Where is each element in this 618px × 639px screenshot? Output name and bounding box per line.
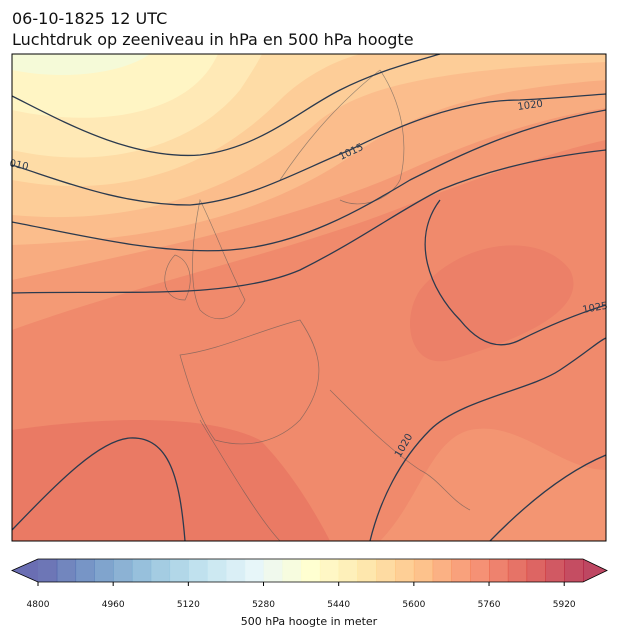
coastlines (164, 69, 471, 541)
colorbar-segment (564, 559, 584, 582)
colorbar-segment (263, 559, 283, 582)
isobar-label: 1025 (582, 301, 609, 316)
colorbar-segment (207, 559, 227, 582)
colorbar-segment (489, 559, 509, 582)
colorbar-segment (413, 559, 434, 582)
colorbar-segment (225, 559, 246, 582)
colorbar-segment (94, 559, 114, 582)
colorbar-segment (188, 559, 208, 582)
colorbar-tick-label: 4960 (102, 600, 125, 610)
colorbar-segment (131, 559, 152, 582)
colorbar: 4800 4960 5120 5280 5440 5600 5760 5920 (11, 558, 608, 610)
colorbar-segment (507, 559, 528, 582)
map-title: Luchtdruk op zeeniveau in hPa en 500 hPa… (12, 30, 414, 49)
colorbar-segment (169, 559, 189, 582)
colorbar-segment (545, 559, 565, 582)
colorbar-segment (319, 559, 340, 582)
colorbar-tick-label: 5920 (553, 600, 576, 610)
colorbar-tick-label: 5600 (402, 600, 425, 610)
colorbar-segment (38, 559, 58, 582)
colorbar-tick-label: 5280 (252, 600, 275, 610)
isobar-label: 010 (8, 158, 29, 173)
colorbar-segment (150, 559, 171, 582)
colorbar-outline (11, 558, 608, 583)
colorbar-tick-label: 5120 (177, 600, 200, 610)
colorbar-segment (432, 559, 452, 582)
colorbar-segment (357, 559, 377, 582)
colorbar-extend-high (583, 559, 607, 582)
colorbar-segment (113, 559, 133, 582)
colorbar-segment (338, 559, 358, 582)
map-frame (11, 53, 607, 542)
colorbar-segment (526, 559, 546, 582)
colorbar-label: 500 hPa hoogte in meter (241, 615, 378, 628)
colorbar-segment (244, 559, 265, 582)
colorbar-segment (56, 559, 77, 582)
colorbar-tick-label: 5440 (327, 600, 350, 610)
colorbar-tick-label: 4800 (27, 600, 50, 610)
isobar-label: 1020 (517, 99, 544, 113)
colorbar-tick-label: 5760 (478, 600, 501, 610)
colorbar-segment (376, 559, 396, 582)
colorbar-segment (75, 559, 95, 582)
colorbar-segment (301, 559, 321, 582)
colorbar-segment (451, 559, 471, 582)
colorbar-segment (395, 559, 415, 582)
height-field (12, 54, 606, 541)
date-line: 06-10-1825 12 UTC (12, 9, 168, 28)
colorbar-extend-low (12, 559, 38, 582)
isobars (12, 54, 606, 541)
colorbar-segment (470, 559, 490, 582)
colorbar-segment (282, 559, 302, 582)
